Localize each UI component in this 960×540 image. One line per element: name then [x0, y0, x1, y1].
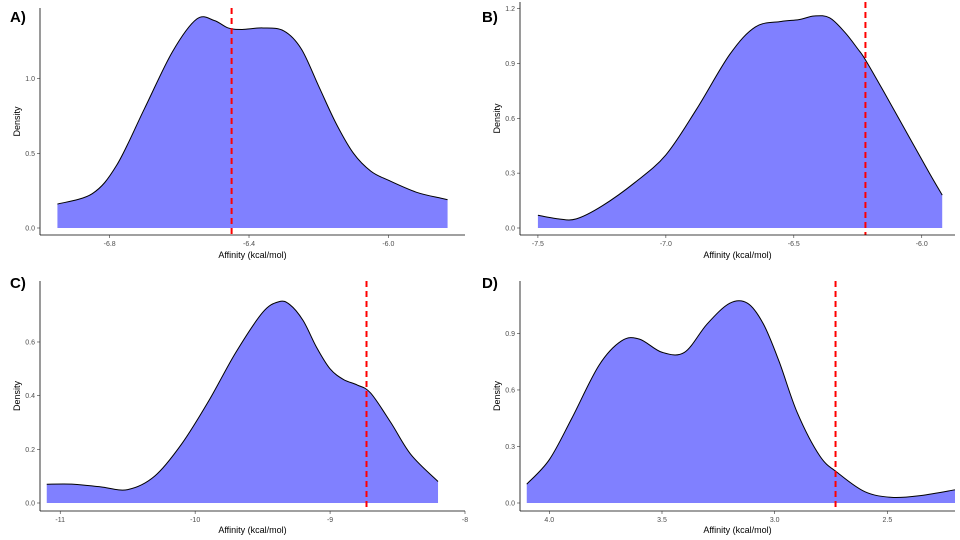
x-tick-label: 3.5 — [657, 517, 667, 524]
y-tick-label: 0.0 — [25, 501, 35, 508]
y-tick-label: 0.6 — [25, 339, 35, 346]
density-curve — [57, 16, 448, 205]
x-axis-title: Affinity (kcal/mol) — [218, 525, 286, 535]
panel-label: B) — [482, 9, 498, 26]
density-curve — [46, 300, 439, 491]
y-tick-label: 1.2 — [505, 6, 515, 13]
y-tick-label: 0.0 — [505, 226, 515, 233]
panel-label: A) — [10, 9, 26, 26]
density-area — [537, 15, 943, 229]
x-tick-label: -8 — [462, 517, 468, 524]
density-curve — [537, 15, 943, 221]
y-tick-label: 0.0 — [505, 501, 515, 508]
y-axis-title: Density — [492, 380, 502, 411]
x-tick-label: -6.5 — [788, 241, 800, 248]
x-tick-label: 3.0 — [770, 517, 780, 524]
y-tick-label: 0.4 — [25, 393, 35, 400]
y-tick-label: 0.6 — [505, 116, 515, 123]
y-axis-title: Density — [492, 103, 502, 134]
density-area — [526, 300, 955, 503]
x-tick-label: -9 — [327, 517, 333, 524]
x-tick-label: 2.5 — [883, 517, 893, 524]
panel-label: D) — [482, 275, 498, 292]
y-tick-label: 0.3 — [505, 444, 515, 451]
x-tick-label: -10 — [190, 517, 200, 524]
x-axis-title: Affinity (kcal/mol) — [703, 525, 771, 535]
x-tick-label: 4.0 — [544, 517, 554, 524]
panel-label: C) — [10, 275, 26, 292]
panel-b: 0.0 0.3 0.6 0.9 1.2 -7.5 -7.0 -6.5 -6.0 Affinity … — [482, 2, 955, 260]
y-tick-label: 0.6 — [505, 387, 515, 394]
x-tick-label: -7.5 — [532, 241, 544, 248]
x-tick-label: -11 — [55, 517, 65, 524]
y-axis-title: Density — [12, 106, 22, 137]
panel-a: 0.0 0.5 1.0 -6.8 -6.4 -6.0 Affinity (kcal/mol)… — [10, 8, 465, 260]
y-tick-label: 0.9 — [505, 61, 515, 68]
x-tick-label: -6.8 — [104, 241, 116, 248]
x-axis-title: Affinity (kcal/mol) — [218, 250, 286, 260]
panel-c: 0.0 0.2 0.4 0.6 -11 -10 -9 -8 Affinity (kcal/mol… — [10, 275, 468, 535]
density-area — [46, 301, 439, 503]
y-tick-label: 1.0 — [25, 76, 35, 83]
density-curve — [526, 300, 956, 499]
panel-d: 0.0 0.3 0.6 0.9 4.0 3.5 3.0 2.5 Affinity (kcal/m… — [482, 275, 956, 535]
x-tick-label: -6.4 — [243, 241, 255, 248]
x-axis-title: Affinity (kcal/mol) — [703, 250, 771, 260]
x-tick-label: -6.0 — [382, 241, 394, 248]
y-tick-label: 0.2 — [25, 447, 35, 454]
y-tick-label: 0.0 — [25, 226, 35, 233]
x-tick-label: -7.0 — [660, 241, 672, 248]
y-tick-label: 0.5 — [25, 151, 35, 158]
y-tick-label: 0.9 — [505, 331, 515, 338]
y-axis-title: Density — [12, 380, 22, 411]
density-area — [57, 16, 448, 228]
x-tick-label: -6.0 — [916, 241, 928, 248]
y-tick-label: 0.3 — [505, 171, 515, 178]
